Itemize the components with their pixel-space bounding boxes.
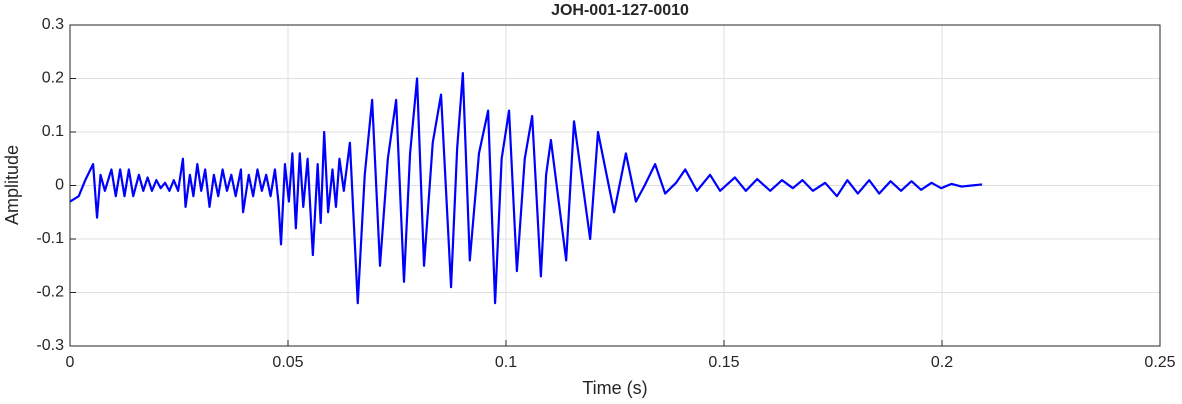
y-tick-label: 0 (55, 177, 64, 194)
plot-frame (69, 24, 1161, 347)
chart-title: JOH-001-127-0010 (551, 2, 689, 19)
y-tick-label: -0.3 (36, 337, 64, 354)
x-axis-label: Time (s) (582, 378, 647, 398)
x-tick-label: 0.05 (272, 354, 303, 371)
x-tick-label: 0.1 (495, 354, 517, 371)
y-tick-label: 0.3 (42, 16, 64, 33)
x-tick-label: 0.25 (1144, 354, 1175, 371)
x-tick-label: 0.15 (708, 354, 739, 371)
y-axis-label: Amplitude (2, 145, 22, 225)
x-tick-label: 0 (66, 354, 75, 371)
waveform-line (69, 72, 983, 305)
y-tick-label: 0.1 (42, 123, 64, 140)
y-tick-label: -0.1 (36, 230, 64, 247)
x-tick-label: 0.2 (931, 354, 953, 371)
y-tick-label: -0.2 (36, 284, 64, 301)
y-tick-label: 0.2 (42, 70, 64, 87)
